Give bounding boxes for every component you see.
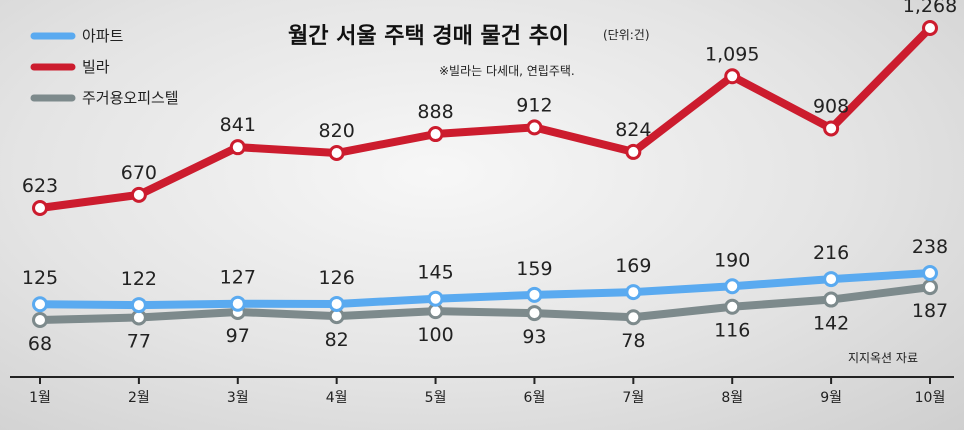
value-label-villa: 1,268 <box>903 0 957 17</box>
x-tick-label: 1월 <box>29 390 51 406</box>
value-label-apartment: 127 <box>220 267 256 289</box>
value-label-villa: 670 <box>121 162 157 184</box>
data-point-villa <box>427 126 444 143</box>
value-label-villa: 623 <box>22 175 58 197</box>
value-label-officetel: 187 <box>912 300 948 322</box>
data-point-villa <box>823 120 840 137</box>
x-tick-label: 6월 <box>524 390 546 406</box>
value-label-officetel: 82 <box>325 329 349 351</box>
data-point-apartment <box>625 284 642 301</box>
series-line-villa <box>36 24 934 212</box>
data-point-apartment <box>922 265 938 281</box>
source-label: 지지옥션 자료 <box>848 351 918 365</box>
data-point-villa <box>229 139 246 156</box>
data-point-villa <box>526 119 543 136</box>
value-label-villa: 908 <box>813 95 849 117</box>
value-label-apartment: 145 <box>417 262 453 284</box>
value-label-apartment: 190 <box>714 249 750 271</box>
value-label-officetel: 97 <box>226 325 250 347</box>
value-label-apartment: 159 <box>516 258 552 280</box>
data-point-officetel <box>32 312 48 328</box>
unit-label: (단위:건) <box>603 28 650 42</box>
value-label-apartment: 238 <box>912 236 948 258</box>
data-point-officetel <box>724 298 741 315</box>
data-point-apartment <box>526 286 543 303</box>
series-layer <box>32 20 938 328</box>
data-point-villa <box>130 186 147 203</box>
data-point-apartment <box>427 290 444 307</box>
data-point-officetel <box>625 309 642 326</box>
x-tick-label: 10월 <box>915 390 946 406</box>
data-point-officetel <box>823 291 840 308</box>
value-label-villa: 888 <box>417 101 453 123</box>
value-label-apartment: 125 <box>22 267 58 289</box>
value-label-apartment: 216 <box>813 242 849 264</box>
value-label-apartment: 122 <box>121 268 157 290</box>
series-line-apartment <box>36 269 934 310</box>
x-tick-label: 2월 <box>128 390 150 406</box>
x-axis-ticks: 1월 2월 3월 4월 5월 6월 7월 8월 9월 10월 <box>29 377 945 406</box>
x-tick-label: 5월 <box>425 390 447 406</box>
data-point-villa <box>922 20 938 36</box>
x-tick-label: 7월 <box>622 390 644 406</box>
data-point-villa <box>724 68 741 85</box>
data-point-apartment <box>130 297 147 314</box>
data-point-apartment <box>229 295 246 312</box>
value-label-officetel: 142 <box>813 313 849 335</box>
value-label-villa: 824 <box>615 119 651 141</box>
value-label-villa: 912 <box>516 94 552 116</box>
chart-note: ※빌라는 다세대, 연립주택. <box>439 64 575 78</box>
data-point-apartment <box>328 295 345 312</box>
data-point-apartment <box>823 271 840 288</box>
value-label-villa: 841 <box>220 114 256 136</box>
data-point-villa <box>328 145 345 162</box>
data-point-villa <box>625 143 642 160</box>
value-label-officetel: 78 <box>621 330 645 352</box>
legend: 아파트 빌라 주거용오피스텔 <box>30 27 179 107</box>
data-point-officetel <box>922 279 938 296</box>
value-label-officetel: 93 <box>522 326 546 348</box>
legend-label-officetel: 주거용오피스텔 <box>82 89 179 107</box>
value-labels: 68 77 97 82 100 93 78 116 142 187 125 122 127 126 145 1… <box>22 0 957 355</box>
value-label-officetel: 100 <box>417 324 453 346</box>
value-label-apartment: 169 <box>615 255 651 277</box>
value-label-villa: 820 <box>319 120 355 142</box>
x-tick-label: 9월 <box>820 390 842 406</box>
legend-label-villa: 빌라 <box>82 58 110 76</box>
value-label-officetel: 116 <box>714 320 750 342</box>
value-label-apartment: 126 <box>319 267 355 289</box>
value-label-villa: 1,095 <box>705 43 759 65</box>
data-point-apartment <box>724 278 741 295</box>
x-tick-label: 8월 <box>721 390 743 406</box>
legend-label-apartment: 아파트 <box>82 27 124 45</box>
chart-title: 월간 서울 주택 경매 물건 추이 <box>288 24 569 49</box>
series-line-officetel <box>36 283 934 324</box>
data-point-villa <box>32 200 48 216</box>
x-tick-label: 3월 <box>227 390 249 406</box>
data-point-apartment <box>32 296 48 313</box>
value-label-officetel: 77 <box>127 331 151 353</box>
data-point-officetel <box>526 305 543 322</box>
value-label-officetel: 68 <box>28 333 52 355</box>
x-tick-label: 4월 <box>326 390 348 406</box>
